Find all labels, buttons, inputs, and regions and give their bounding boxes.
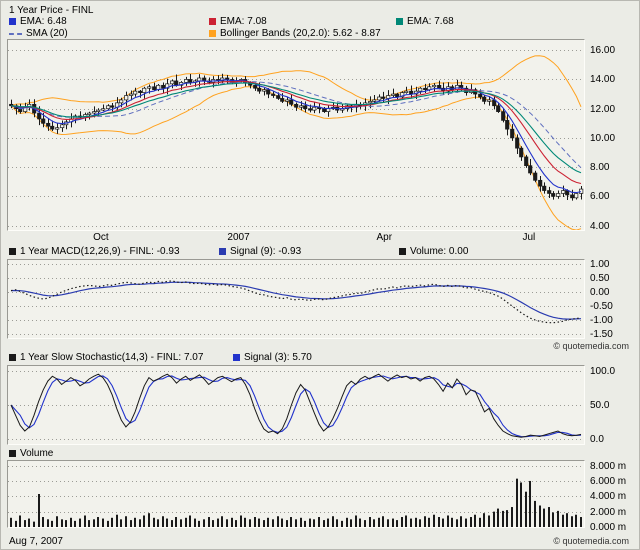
y-tick-label: 16.00 [590,45,616,57]
y-tick-label: 8.000 m [590,460,627,472]
legend-stochastic: 1 Year Slow Stochastic(14,3) - FINL: 7.0… [9,352,203,363]
stochastic-y-axis: 100.0 50.0 0.0 [590,365,638,446]
stochastic-plot [7,365,585,445]
legend-ema-fast-label: EMA: 6.48 [20,16,67,27]
y-tick-label: 4.00 [590,220,610,232]
x-tick-label: Apr [376,232,393,243]
y-tick-label: 6.00 [590,191,610,203]
legend-macd-volume-label: Volume: 0.00 [410,246,469,257]
price-panel-title: 1 Year Price - FINL [9,5,94,16]
y-tick-label: -1.50 [590,328,613,340]
legend-ema-fast: EMA: 6.48 [9,16,67,27]
macd-plot [7,259,585,339]
y-tick-label: -0.50 [590,300,613,312]
legend-bollinger: Bollinger Bands (20,2.0): 5.62 - 8.87 [209,28,381,39]
volume-bar-chart [8,466,584,527]
legend-stochastic-signal-label: Signal (3): 5.70 [244,352,312,363]
legend-macd-signal: Signal (9): -0.93 [219,246,301,257]
macd-volume-swatch-icon [399,248,406,255]
stochastic-signal-swatch-icon [233,354,240,361]
y-tick-label: 8.00 [590,162,610,174]
ema-slow-swatch-icon [396,18,403,25]
price-plot [7,39,585,231]
y-tick-label: 12.00 [590,103,616,115]
volume-plot [7,460,585,528]
y-tick-label: 4.000 m [590,491,627,503]
y-tick-label: 10.00 [590,132,616,144]
chart-date: Aug 7, 2007 [9,536,63,547]
stochastic-swatch-icon [9,354,16,361]
stochastic-line-chart [8,371,584,440]
legend-ema-mid-label: EMA: 7.08 [220,16,267,27]
y-tick-label: 2.000 m [590,506,627,518]
y-tick-label: 0.0 [590,434,604,446]
legend-stochastic-label: 1 Year Slow Stochastic(14,3) - FINL: 7.0… [20,352,204,363]
legend-volume: Volume [9,448,53,459]
credit-footer: © quotemedia.com [553,536,629,546]
y-tick-label: 14.00 [590,74,616,86]
y-tick-label: 1.00 [590,259,610,271]
price-x-axis: Oct 2007 Apr Jul [7,232,585,244]
ema-mid-swatch-icon [209,18,216,25]
ema-fast-swatch-icon [9,18,16,25]
x-tick-label: Jul [522,232,536,243]
legend-ema-slow-label: EMA: 7.68 [407,16,454,27]
macd-swatch-icon [9,248,16,255]
macd-y-axis: 1.00 0.50 0.00 -0.50 -1.00 -1.50 [590,259,638,340]
credit-mid: © quotemedia.com [553,341,629,351]
legend-sma-label: SMA (20) [26,28,68,39]
price-y-axis: 16.00 14.00 12.00 10.00 8.00 6.00 4.00 [590,40,638,232]
macd-signal-swatch-icon [219,248,226,255]
volume-swatch-icon [9,450,16,457]
legend-volume-label: Volume [20,448,54,459]
legend-macd-volume: Volume: 0.00 [399,246,468,257]
y-tick-label: 100.0 [590,365,616,377]
x-tick-label: 2007 [227,232,250,243]
sma-dash-swatch-icon [9,32,22,35]
legend-ema-mid: EMA: 7.08 [209,16,267,27]
y-tick-label: 6.000 m [590,475,627,487]
legend-ema-slow: EMA: 7.68 [396,16,454,27]
legend-bollinger-label: Bollinger Bands (20,2.0): 5.62 - 8.87 [220,28,381,39]
legend-sma: SMA (20) [9,28,68,39]
y-tick-label: -1.00 [590,314,613,326]
legend-macd-signal-label: Signal (9): -0.93 [230,246,302,257]
y-tick-label: 0.00 [590,287,610,299]
legend-macd-label: 1 Year MACD(12,26,9) - FINL: -0.93 [20,246,180,257]
legend-stochastic-signal: Signal (3): 5.70 [233,352,312,363]
y-tick-label: 0.000 m [590,522,627,533]
volume-y-axis: 8.000 m 6.000 m 4.000 m 2.000 m 0.000 m [590,460,638,533]
y-tick-label: 0.50 [590,273,610,285]
legend-macd: 1 Year MACD(12,26,9) - FINL: -0.93 [9,246,180,257]
price-candlestick-chart [8,50,584,230]
macd-line-chart [8,264,584,335]
x-tick-label: Oct [93,232,109,243]
bollinger-swatch-icon [209,30,216,37]
y-tick-label: 50.0 [590,400,610,411]
